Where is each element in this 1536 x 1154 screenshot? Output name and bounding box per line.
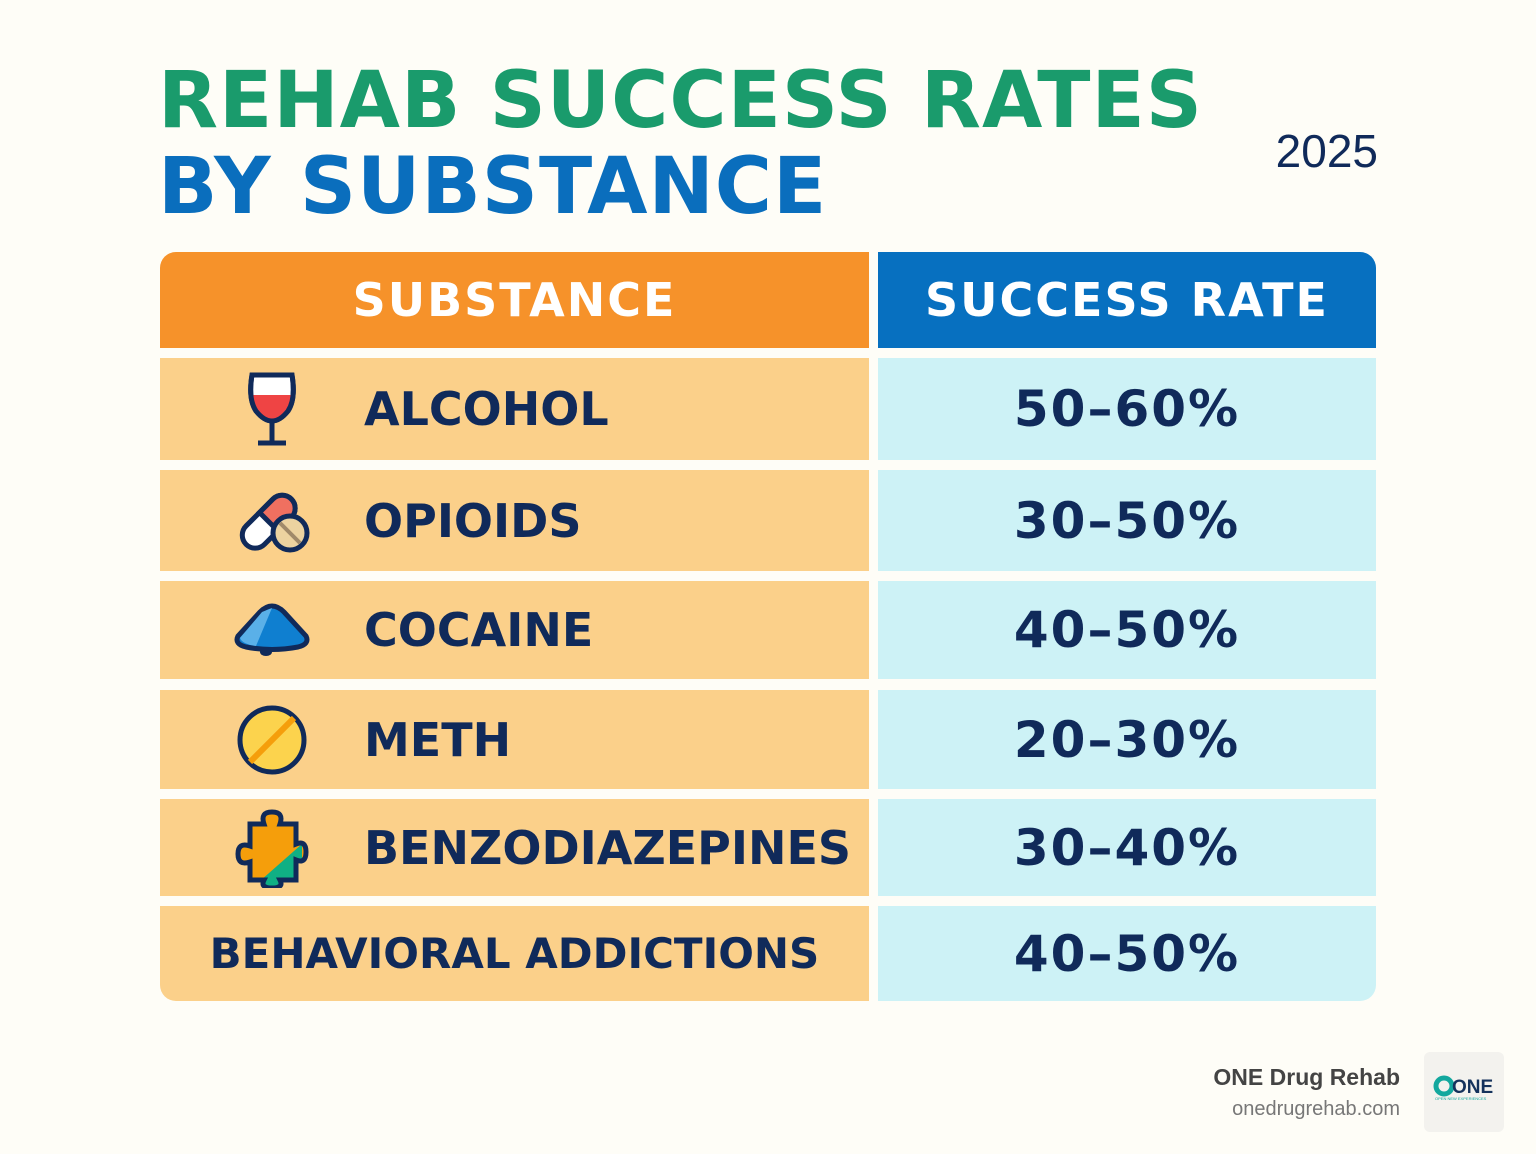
title-line-1: REHAB SUCCESS RATES [158,56,1203,146]
success-rate-value: 30–40% [878,799,1376,896]
brand-name: ONE Drug Rehab [1213,1064,1400,1090]
svg-text:ONE: ONE [1452,1077,1493,1098]
year-label: 2025 [1275,125,1378,177]
puzzle-piece-icon [232,808,312,891]
svg-text:OPEN NEW EXPERIENCES: OPEN NEW EXPERIENCES [1435,1096,1487,1101]
title-line-2: BY SUBSTANCE [158,142,828,232]
substance-name: COCAINE [364,603,594,657]
table-row-substance: METH [160,690,869,789]
wine-glass-icon [232,369,312,449]
success-rate-value: 40–50% [878,581,1376,679]
powder-pile-icon [232,590,312,670]
brand-logo: ONE OPEN NEW EXPERIENCES [1424,1052,1504,1132]
pills-icon [232,481,312,561]
substance-name: BENZODIAZEPINES [364,820,851,875]
table-row-substance: ALCOHOL [160,358,869,460]
success-rate-value: 50–60% [878,358,1376,460]
table-row-substance: OPIOIDS [160,470,869,571]
success-rate-value: 40–50% [878,906,1376,1001]
header-success-rate: SUCCESS RATE [878,252,1376,348]
substance-name: ALCOHOL [364,382,609,436]
table-row-substance: BEHAVIORAL ADDICTIONS [160,906,869,1001]
substance-name: BEHAVIORAL ADDICTIONS [209,929,820,978]
substance-name: OPIOIDS [364,493,582,548]
header-substance: SUBSTANCE [160,252,869,348]
substance-name: METH [364,712,512,767]
brand-url[interactable]: onedrugrehab.com [1232,1098,1400,1120]
tablet-icon [232,700,312,780]
success-rate-value: 30–50% [878,470,1376,571]
table-row-substance: BENZODIAZEPINES [160,799,869,896]
table-row-substance: COCAINE [160,581,869,679]
success-rate-value: 20–30% [878,690,1376,789]
